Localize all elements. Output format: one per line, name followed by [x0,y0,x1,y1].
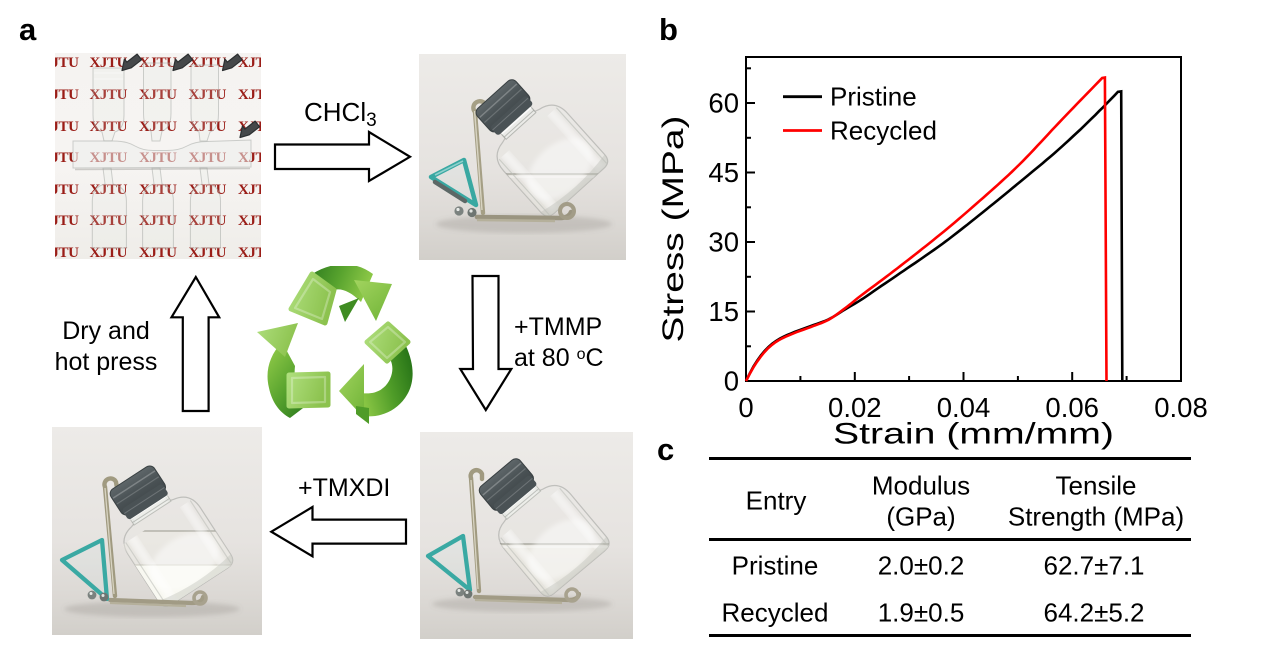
svg-text:45: 45 [708,157,739,188]
svg-text:Strain (mm/mm): Strain (mm/mm) [833,418,1114,451]
svg-text:0: 0 [738,392,753,423]
svg-text:Stress (MPa): Stress (MPa) [657,116,690,343]
svg-text:Pristine: Pristine [830,82,917,112]
svg-text:0.02: 0.02 [828,392,882,423]
svg-text:15: 15 [708,296,739,327]
svg-text:0.06: 0.06 [1045,392,1099,423]
svg-text:60: 60 [708,88,739,119]
svg-text:30: 30 [708,227,739,258]
svg-text:0.08: 0.08 [1154,392,1208,423]
svg-text:0: 0 [724,366,739,397]
svg-text:Recycled: Recycled [830,115,937,145]
svg-text:0.04: 0.04 [937,392,991,423]
